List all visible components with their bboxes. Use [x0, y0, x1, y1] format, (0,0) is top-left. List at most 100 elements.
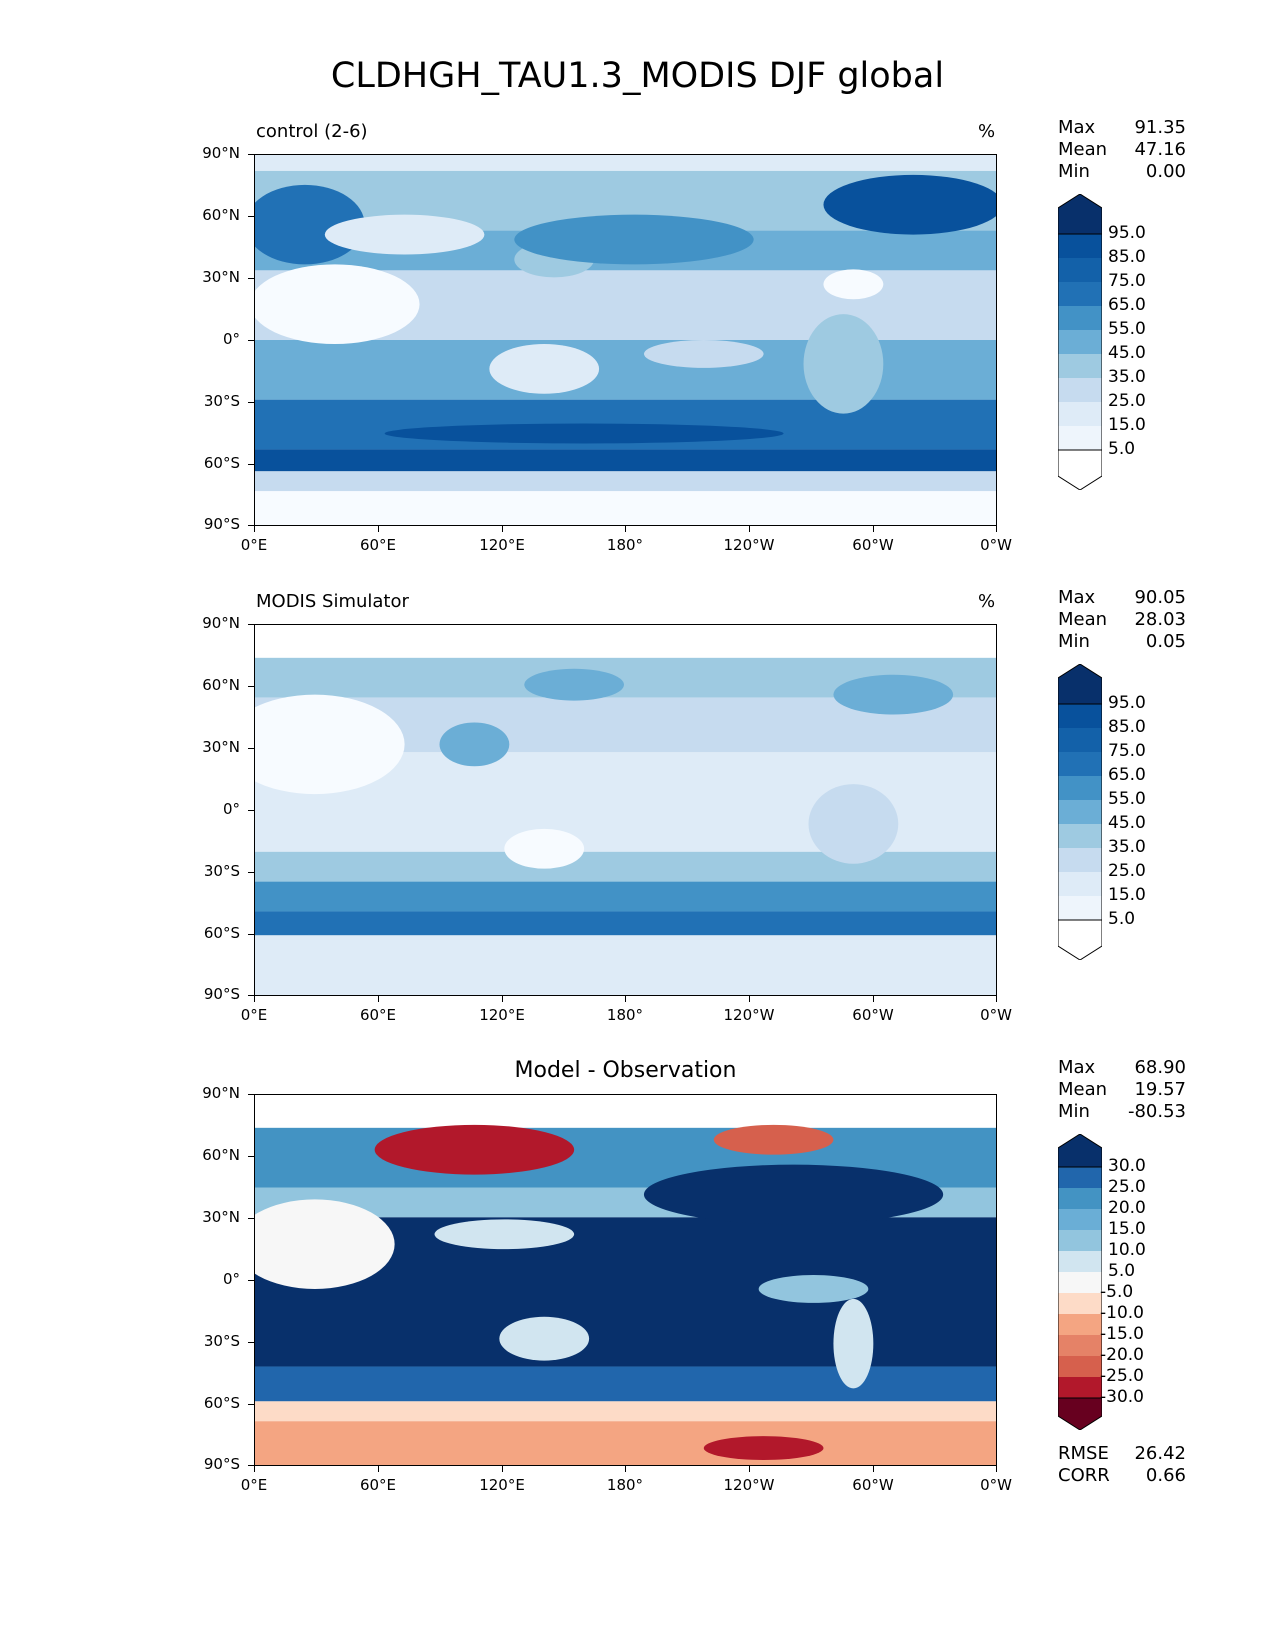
colorbar-label: 35.0: [1108, 367, 1146, 387]
colorbar-label: 75.0: [1108, 271, 1146, 291]
colorbar-label: 25.0: [1108, 391, 1146, 411]
max-label: Max: [1058, 1057, 1096, 1078]
corr-label: CORR: [1058, 1465, 1110, 1486]
max-value: 90.05: [1134, 587, 1186, 608]
min-label: Min: [1058, 631, 1090, 652]
colorbar-label: 5.0: [1108, 439, 1136, 459]
mean-label: Mean: [1058, 1079, 1108, 1100]
x-tick-label: 0°W: [980, 1006, 1012, 1024]
y-tick-label: 30°N: [202, 268, 240, 286]
colorbar-label: 15.0: [1108, 1219, 1146, 1239]
x-tick-label: 60°W: [852, 1006, 894, 1024]
x-tick-label: 120°E: [479, 1006, 525, 1024]
y-tick-label: 90°N: [202, 1084, 240, 1102]
y-tick-label: 30°N: [202, 738, 240, 756]
y-tick-label: 90°N: [202, 144, 240, 162]
colorbar-label: 95.0: [1108, 223, 1146, 243]
x-tick-label: 60°E: [359, 536, 397, 554]
colorbar-label: 85.0: [1108, 717, 1146, 737]
colorbar-label: 75.0: [1108, 741, 1146, 761]
colorbar-label: 15.0: [1108, 415, 1146, 435]
colorbar-label: 85.0: [1108, 247, 1146, 267]
figure-title: CLDHGH_TAU1.3_MODIS DJF global: [330, 56, 945, 96]
y-tick-label: 60°N: [202, 1146, 240, 1164]
colorbar: [1058, 194, 1102, 490]
colorbar-label: 45.0: [1108, 343, 1146, 363]
y-tick-label: 60°N: [202, 206, 240, 224]
y-tick-label: 0°: [222, 330, 240, 348]
mean-label: Mean: [1058, 139, 1108, 160]
colorbar-label: 55.0: [1108, 319, 1146, 339]
colorbar-label: -20.0: [1100, 1345, 1144, 1365]
mean-value: 47.16: [1134, 139, 1186, 160]
x-tick-label: 0°E: [240, 1006, 268, 1024]
stats-box: Max 91.35 Mean 47.16 Min 0.00: [1058, 117, 1186, 183]
y-tick-label: 60°N: [202, 676, 240, 694]
x-tick-label: 60°E: [359, 1476, 397, 1494]
colorbar-label: -5.0: [1100, 1282, 1134, 1302]
x-tick-label: 180°: [606, 1006, 644, 1024]
colorbar-label: 10.0: [1108, 1240, 1146, 1260]
x-tick-label: 120°W: [723, 1476, 775, 1494]
panel-title: control (2-6): [256, 121, 368, 142]
units-label: %: [978, 591, 996, 612]
colorbar-label: 65.0: [1108, 295, 1146, 315]
map-control: [254, 154, 997, 526]
units-label: %: [978, 121, 996, 142]
stats-box: Max 90.05 Mean 28.03 Min 0.05: [1058, 587, 1186, 653]
colorbar-label: -10.0: [1100, 1303, 1144, 1323]
x-tick-label: 180°: [606, 536, 644, 554]
x-tick-label: 180°: [606, 1476, 644, 1494]
map-modis: [254, 624, 997, 996]
y-tick-label: 90°S: [203, 985, 240, 1003]
colorbar-label: 25.0: [1108, 1177, 1146, 1197]
mean-value: 19.57: [1134, 1079, 1186, 1100]
max-label: Max: [1058, 587, 1096, 608]
max-value: 68.90: [1134, 1057, 1186, 1078]
colorbar: [1058, 664, 1102, 960]
mean-value: 28.03: [1134, 609, 1186, 630]
colorbar-label: 55.0: [1108, 789, 1146, 809]
colorbar-label: 15.0: [1108, 885, 1146, 905]
x-tick-label: 120°E: [479, 536, 525, 554]
rmse-label: RMSE: [1058, 1443, 1109, 1464]
colorbar-label: -15.0: [1100, 1324, 1144, 1344]
x-tick-label: 120°E: [479, 1476, 525, 1494]
stats-box: Max 68.90 Mean 19.57 Min -80.53: [1058, 1057, 1186, 1123]
y-tick-label: 30°S: [203, 1332, 240, 1350]
colorbar-label: 45.0: [1108, 813, 1146, 833]
y-tick-label: 30°S: [203, 392, 240, 410]
x-tick-label: 60°W: [852, 1476, 894, 1494]
map-diff: [254, 1094, 997, 1466]
y-tick-label: 30°S: [203, 862, 240, 880]
corr-value: 0.66: [1145, 1465, 1186, 1486]
y-tick-label: 0°: [222, 800, 240, 818]
rmse-corr-box: RMSE 26.42 CORR 0.66: [1058, 1443, 1186, 1487]
colorbar-label: -30.0: [1100, 1387, 1144, 1407]
y-tick-label: 60°S: [203, 924, 240, 942]
x-tick-label: 60°W: [852, 536, 894, 554]
rmse-value: 26.42: [1134, 1443, 1186, 1464]
max-label: Max: [1058, 117, 1096, 138]
min-value: 0.00: [1145, 161, 1186, 182]
x-tick-label: 0°E: [240, 536, 268, 554]
y-tick-label: 90°S: [203, 515, 240, 533]
colorbar-label: 5.0: [1108, 909, 1136, 929]
colorbar-label: 25.0: [1108, 861, 1146, 881]
x-tick-label: 120°W: [723, 536, 775, 554]
colorbar-label: 20.0: [1108, 1198, 1146, 1218]
max-value: 91.35: [1134, 117, 1186, 138]
mean-label: Mean: [1058, 609, 1108, 630]
x-tick-label: 0°E: [240, 1476, 268, 1494]
y-tick-label: 90°N: [202, 614, 240, 632]
min-value: -80.53: [1127, 1101, 1186, 1122]
min-value: 0.05: [1145, 631, 1186, 652]
y-tick-label: 90°S: [203, 1455, 240, 1473]
y-tick-label: 0°: [222, 1270, 240, 1288]
x-tick-label: 120°W: [723, 1006, 775, 1024]
x-tick-label: 0°W: [980, 536, 1012, 554]
min-label: Min: [1058, 1101, 1090, 1122]
panel-title: MODIS Simulator: [256, 591, 409, 612]
x-tick-label: 60°E: [359, 1006, 397, 1024]
min-label: Min: [1058, 161, 1090, 182]
